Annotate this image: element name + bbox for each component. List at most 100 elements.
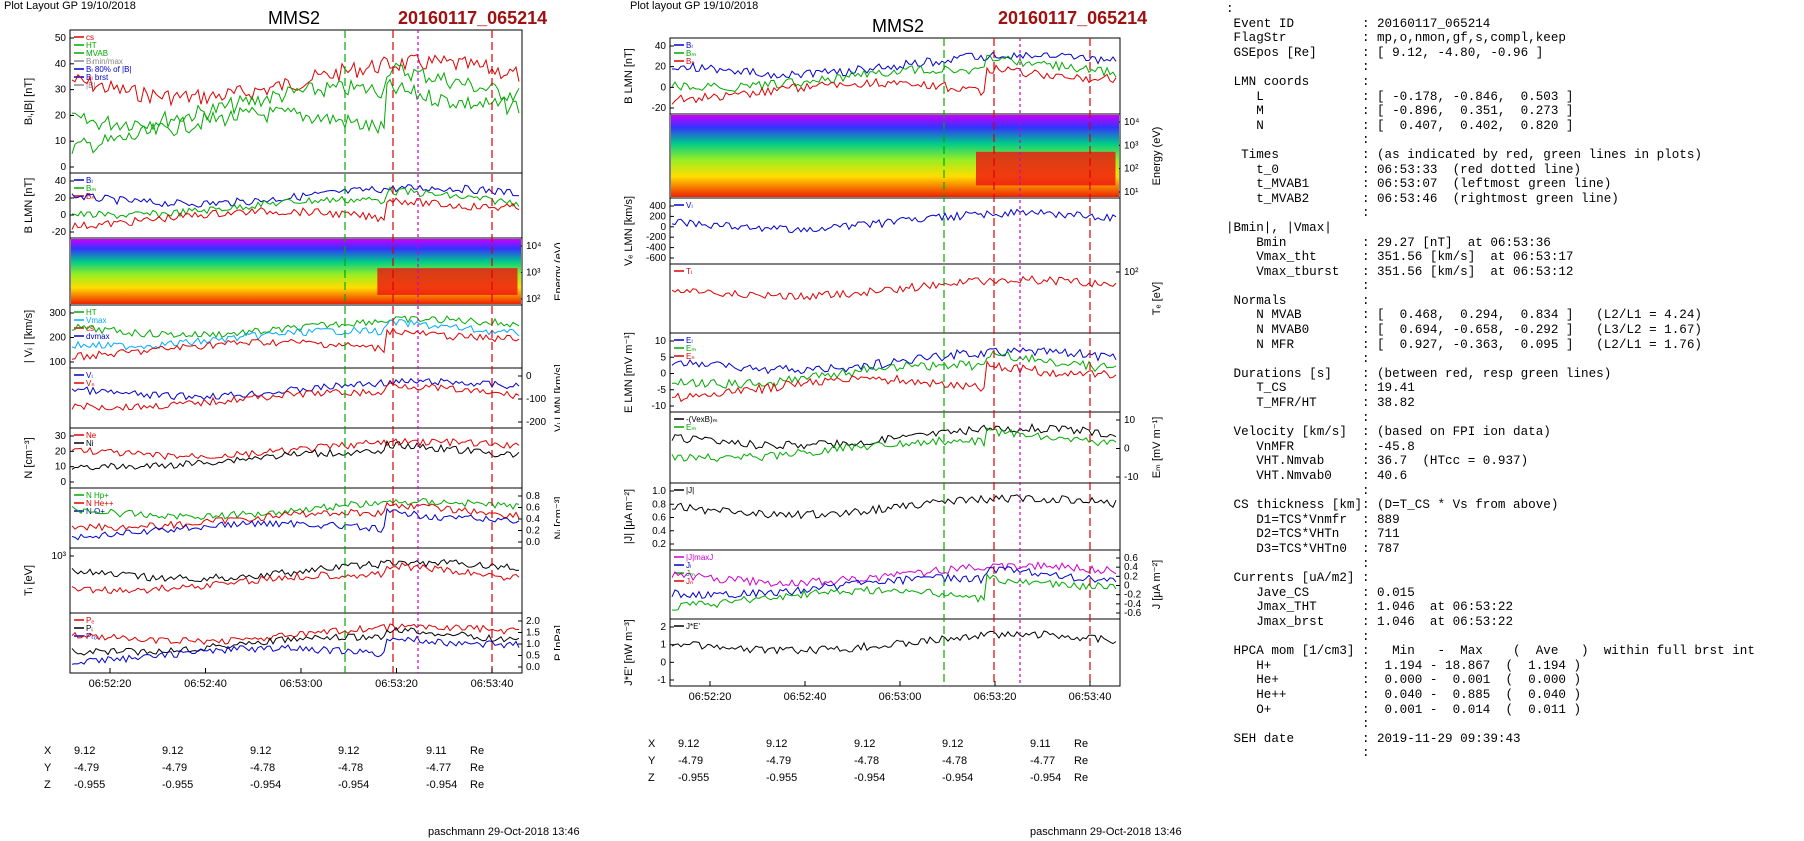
y-axis-label: Vₑ LMN [km/s] [623,196,635,266]
info-colon: : [1362,600,1370,615]
tick-label: -100 [526,394,546,405]
panel-frame [69,172,523,239]
info-line: : [1226,717,1796,732]
data-series-line [71,623,520,645]
tick-label: 1 [660,640,666,651]
info-line: N MFR: [ 0.927, -0.363, 0.095 ] (L2/L1 = … [1226,338,1796,353]
info-value: 0.040 - 0.885 ( 0.040 ) [1377,687,1582,702]
tick-label: -20 [652,103,667,114]
tick-label: 100 [49,357,66,368]
position-axis-label: Y [648,755,656,767]
info-line: He+: 0.000 - 0.001 ( 0.000 ) [1226,673,1796,688]
tick-label: 0.8 [526,491,540,502]
info-key: N MVAB0 [1226,323,1310,338]
info-line: t_MVAB1:06:53:07 (leftmost green line) [1226,177,1796,192]
info-colon: : [1362,658,1370,673]
legend-entry: dvmax [86,332,110,341]
tick-label: 10² [1124,267,1139,278]
info-colon: : [1362,512,1370,527]
tick-label: 400 [649,201,666,212]
legend-entry: Eₘ [686,344,696,353]
info-value: 19.41 [1377,381,1415,396]
info-key: : [1226,2,1234,16]
info-line: : [1226,352,1796,367]
panel-frame [669,263,1121,334]
time-tick-label: 06:53:20 [375,678,418,690]
info-key: He+ [1226,673,1279,688]
data-series-line [71,54,520,107]
legend-entry: Ni [86,439,94,448]
tick-label: 0 [526,371,532,382]
info-line: N: [ 0.407, 0.402, 0.820 ] [1226,119,1796,134]
position-value: -0.954 [426,779,458,791]
legend-entry: Bₘ [86,184,96,193]
info-line: t_MVAB2:06:53:46 (rightmost green line) [1226,192,1796,207]
info-key: VHT.Nmvab0 [1226,469,1332,483]
tick-label: 10³ [1124,140,1139,151]
tick-label: -0.4 [1124,599,1142,610]
info-colon: : [1362,556,1370,571]
position-value: -4.77 [1030,755,1056,767]
info-colon: : [1362,118,1370,133]
data-series-line [71,626,520,656]
info-line: O+: 0.001 - 0.014 ( 0.011 ) [1226,703,1796,718]
position-value: -0.955 [74,779,106,791]
info-line: Vmax_tburst:351.56 [km/s] at 06:53:12 [1226,265,1796,280]
info-line: Currents [uA/m2]: [1226,571,1796,586]
panel-6: 10 0 -10 Eₘ [mV m⁻¹] -(VexB)ₘEₘ [669,411,1163,484]
position-unit: Re [470,762,485,774]
info-value: 0.015 [1377,585,1415,600]
legend-entry: Bₙ [686,57,695,66]
tick-label: 10 [1124,415,1136,426]
tick-label: 0.6 [1124,553,1138,564]
y-axis-label: |J| [μA m⁻²] [623,489,635,544]
info-key: HPCA mom [1/cm3] [1226,644,1355,659]
info-key: Durations [s] [1226,366,1332,381]
info-line: T_CS:19.41 [1226,381,1796,396]
info-key: t_0 [1226,162,1279,177]
panel-frame [69,304,523,369]
legend-entry: HT [86,308,97,317]
info-key: SEH date [1226,731,1295,746]
left-footer: paschmann 29-Oct-2018 13:46 [428,826,580,838]
tick-label: 300 [49,308,66,319]
position-unit: Re [1074,738,1089,750]
tick-label: 20 [55,446,67,457]
position-value: 9.12 [854,738,876,750]
data-series-line [671,347,1117,375]
position-value: 9.11 [426,745,447,757]
position-value: 9.12 [678,738,700,750]
tick-label: 0.5 [526,651,540,662]
tick-label: 10² [526,294,541,305]
tick-label: 1.0 [652,486,666,497]
tick-label: 0 [660,657,666,668]
tick-label: -1 [657,675,666,686]
tick-label: 1.5 [526,628,540,639]
tick-label: 40 [55,176,67,187]
info-key: Event ID [1226,16,1295,31]
info-key: Currents [uA/m2] [1226,571,1355,586]
info-key: Bmin [1226,235,1287,250]
info-line: D3=TCS*VHTn0:787 [1226,542,1796,557]
left-spacecraft-title: MMS2 [268,8,321,28]
data-series-line [71,635,520,665]
legend-entry: Vₗ [86,371,93,380]
panel-frame [69,547,523,614]
info-key: N [1226,118,1264,133]
info-line: : [1226,411,1796,426]
info-key: Jave_CS [1226,585,1310,600]
info-colon: : [1362,396,1370,411]
panel-4: 10² Tₑ [eV] Tₗ [669,263,1163,334]
info-key: t_MVAB2 [1226,191,1310,206]
info-colon: : [1362,687,1370,702]
position-value: -4.79 [678,755,704,767]
time-tick-label: 06:52:20 [689,691,732,703]
tick-label: 10³ [526,268,541,279]
info-key: T_MFR/HT [1226,396,1317,411]
info-line: CS thickness [km]: (D=T_CS * Vs from abov… [1226,498,1796,513]
position-unit: Re [1074,755,1089,767]
spectrogram-hot-region [377,268,518,295]
tick-label: 10³ [52,551,67,562]
